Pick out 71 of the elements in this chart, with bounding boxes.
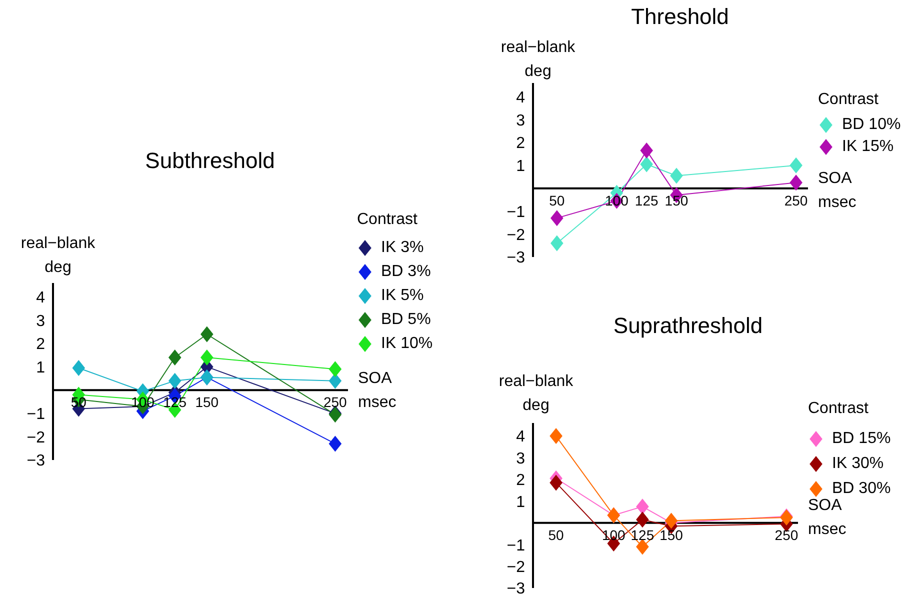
chart-title: Threshold [630,4,730,30]
legend-label: BD 15% [832,430,891,448]
y-tick-label: 4 [516,428,526,446]
point [328,361,342,378]
chart-title: Subthreshold [144,148,276,174]
y-tick-label: 4 [516,89,526,106]
legend-label: IK 15% [842,138,894,156]
y-tick-label: 3 [516,450,526,468]
y-tick-label: 2 [36,336,46,354]
point [790,157,802,174]
x-tick-label: 150 [660,526,684,543]
y-tick-label: 1 [516,494,526,511]
point [636,512,649,528]
x-tick-label: 125 [634,192,658,208]
x-tick-label: 250 [784,192,808,208]
legend-label: IK 3% [381,239,424,257]
x-axis-title: SOA msec [358,369,398,413]
point [550,235,564,252]
point [670,168,683,184]
point [636,498,649,515]
point [550,428,562,444]
point [640,142,653,159]
x-tick-label: 50 [549,192,565,208]
point [790,174,802,191]
point [550,210,564,226]
point [550,474,562,491]
y-tick-label: 2 [516,472,526,490]
y-axis-title: real−blank deg [500,38,576,82]
legend-label: BD 5% [381,311,431,329]
point [328,436,342,452]
point [640,156,653,172]
x-tick-label: 250 [323,394,348,410]
y-tick-label: −2 [506,226,526,244]
point [200,326,214,342]
legend-label: IK 5% [381,287,424,305]
legend-label: IK 30% [832,454,884,472]
y-tick-label: 4 [36,290,46,307]
legend-label: BD 10% [842,116,901,134]
y-tick-label: 3 [516,112,526,130]
y-tick-label: 3 [36,312,46,330]
x-axis-title: SOA msec [808,497,846,538]
legend-title: Contrast [808,399,870,419]
chart-title: Suprathreshold [612,313,764,339]
y-axis-title: real−blank deg [498,372,574,416]
x-tick-label: 125 [630,526,654,543]
y-tick-label: 1 [516,158,526,176]
legend-label: IK 10% [381,335,433,353]
legend-label: BD 3% [381,263,431,281]
point [200,350,214,366]
y-tick-label: −3 [506,250,526,267]
y-tick-label: −1 [506,537,526,554]
x-tick-label: 50 [548,526,564,543]
y-tick-label: −2 [26,429,46,446]
x-tick-label: 150 [664,192,688,208]
x-tick-label: 150 [195,394,219,410]
y-tick-label: −3 [26,452,46,470]
y-tick-label: −3 [506,580,526,598]
x-tick-label: 250 [774,526,798,543]
y-axis-title: real−blank deg [20,234,96,278]
y-tick-label: 1 [36,360,46,377]
y-tick-label: −1 [26,406,46,424]
legend-title: Contrast [818,90,880,110]
legend-label: BD 30% [832,480,891,498]
y-tick-label: 2 [516,135,526,152]
legend-title: Contrast [357,210,418,230]
y-tick-label: −1 [506,204,526,221]
point [168,350,182,366]
point [168,372,182,389]
y-tick-label: −2 [506,558,526,576]
point [72,360,86,376]
x-axis-title: SOA msec [818,169,858,213]
